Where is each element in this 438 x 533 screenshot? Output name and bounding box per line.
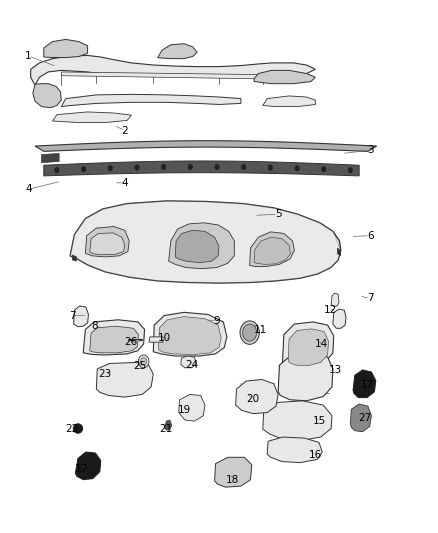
Circle shape [243,324,257,341]
Polygon shape [44,161,359,176]
Polygon shape [83,320,145,355]
Text: 23: 23 [99,369,112,379]
Polygon shape [263,401,332,440]
Circle shape [55,167,59,173]
Text: 4: 4 [25,184,32,194]
Text: 12: 12 [324,305,337,315]
Text: 20: 20 [247,394,260,403]
Polygon shape [61,94,241,107]
Polygon shape [353,370,376,398]
Text: 11: 11 [254,326,267,335]
Circle shape [81,166,86,172]
Polygon shape [250,232,294,266]
Polygon shape [169,223,234,269]
Polygon shape [179,394,205,421]
Text: 10: 10 [158,334,171,343]
Polygon shape [278,353,333,401]
Text: 13: 13 [328,366,342,375]
Polygon shape [61,72,263,79]
Text: 24: 24 [185,360,198,370]
Text: 1: 1 [25,51,32,61]
Text: 17: 17 [361,380,374,390]
Polygon shape [42,154,59,163]
Text: 22: 22 [66,424,79,434]
Text: 5: 5 [275,209,282,219]
Polygon shape [331,293,339,306]
Polygon shape [33,84,61,108]
Polygon shape [181,356,196,368]
Circle shape [240,321,259,344]
Polygon shape [31,55,315,85]
Polygon shape [159,317,221,354]
Text: 8: 8 [91,321,98,331]
Polygon shape [72,255,77,261]
Text: 16: 16 [309,450,322,459]
Polygon shape [333,309,346,328]
Polygon shape [85,227,129,257]
Text: 21: 21 [159,424,172,433]
Polygon shape [337,248,341,256]
Polygon shape [254,70,315,84]
Circle shape [108,166,113,171]
Circle shape [135,165,139,170]
Polygon shape [70,201,341,283]
Circle shape [188,164,193,169]
Polygon shape [267,437,322,463]
Text: 27: 27 [358,414,371,423]
Text: 3: 3 [367,146,374,155]
Text: 17: 17 [74,464,88,474]
Circle shape [268,165,272,171]
Polygon shape [254,237,290,264]
Polygon shape [96,362,153,397]
Text: 15: 15 [313,416,326,426]
Text: 9: 9 [213,316,220,326]
Polygon shape [236,379,278,414]
Circle shape [241,165,246,170]
Text: 2: 2 [121,126,128,135]
Circle shape [348,167,353,173]
Polygon shape [283,322,334,367]
Polygon shape [75,452,101,480]
Polygon shape [175,230,219,263]
Text: 4: 4 [121,178,128,188]
Polygon shape [44,39,88,58]
Polygon shape [263,96,315,107]
Polygon shape [53,112,131,123]
Polygon shape [35,141,377,151]
Ellipse shape [73,424,83,433]
Circle shape [141,358,147,365]
Circle shape [215,164,219,169]
Text: 18: 18 [226,475,239,484]
Circle shape [295,166,299,171]
Polygon shape [215,457,252,487]
Text: 26: 26 [124,337,137,347]
Circle shape [321,167,326,172]
Polygon shape [164,420,172,430]
Text: 6: 6 [367,231,374,240]
Polygon shape [288,329,328,366]
Text: 14: 14 [315,339,328,349]
Circle shape [162,164,166,169]
Circle shape [138,355,149,368]
Polygon shape [90,326,138,353]
Polygon shape [158,44,197,59]
Polygon shape [149,337,163,342]
Text: 7: 7 [367,294,374,303]
Polygon shape [350,404,371,432]
Polygon shape [153,312,227,356]
Text: 7: 7 [69,311,76,320]
Text: 25: 25 [134,361,147,371]
Polygon shape [70,201,341,283]
Polygon shape [74,306,88,327]
Polygon shape [90,233,125,255]
Text: 19: 19 [177,406,191,415]
